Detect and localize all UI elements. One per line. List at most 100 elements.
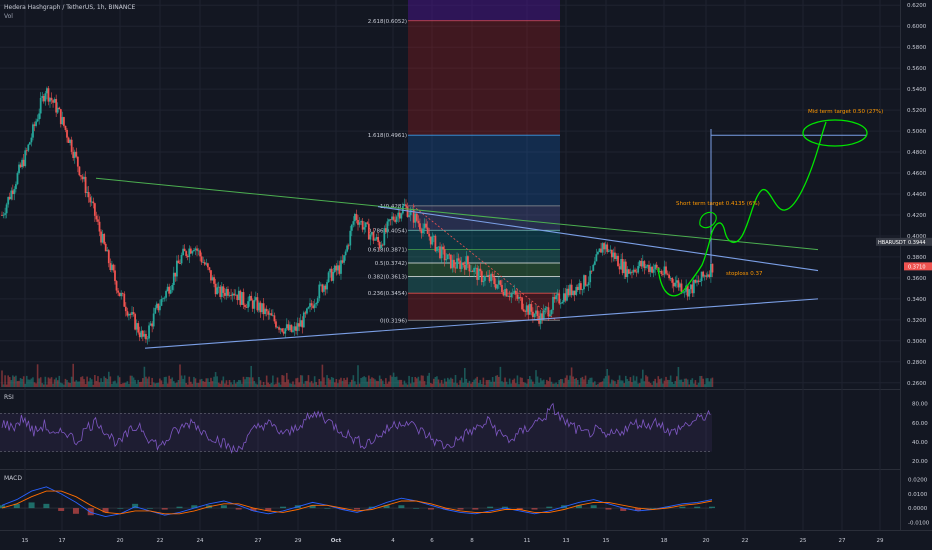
candle-body-181 <box>281 328 284 332</box>
candle-body-405 <box>627 269 630 274</box>
candle-body-118 <box>183 248 186 252</box>
volume-bar-445 <box>689 379 692 387</box>
volume-bar-69 <box>108 371 110 387</box>
macd-hist-36 <box>531 508 538 510</box>
trendline-blue-support <box>144 298 819 349</box>
candle-body-175 <box>271 315 274 317</box>
volume-bar-42 <box>66 380 68 387</box>
time-tick-19: 29 <box>877 538 884 544</box>
candle-body-208 <box>323 285 325 292</box>
volume-bar-78 <box>121 383 124 387</box>
volume-bar-421 <box>652 381 655 387</box>
candle-body-394 <box>610 249 613 258</box>
candle-body-349 <box>541 313 544 320</box>
volume-bar-455 <box>705 378 708 387</box>
candle-body-196 <box>304 312 307 314</box>
candle-body-347 <box>538 315 540 324</box>
volume-bar-43 <box>67 382 70 387</box>
volume-bar-223 <box>346 377 348 387</box>
volume-bar-368 <box>570 367 573 387</box>
candle-body-219 <box>340 260 342 274</box>
candle-body-289 <box>448 254 451 256</box>
candle-body-253 <box>392 216 395 220</box>
volume-bar-89 <box>138 382 141 387</box>
candle-body-244 <box>378 241 381 249</box>
candle-body-328 <box>508 296 511 298</box>
candle-body-317 <box>491 274 494 278</box>
candle-body-299 <box>463 264 466 270</box>
macd-hist-1 <box>13 503 20 509</box>
candle-body-198 <box>307 307 310 309</box>
trendlines[interactable] <box>95 128 867 349</box>
volume-bar-406 <box>629 377 632 387</box>
candle-body-375 <box>581 289 584 291</box>
candle-body-134 <box>208 267 211 271</box>
volume-bar-115 <box>179 364 181 387</box>
volume-bar-84 <box>131 375 133 387</box>
volume-bar-56 <box>87 381 90 387</box>
candle-body-225 <box>349 230 352 246</box>
candle-body-403 <box>624 261 627 278</box>
volume-bar-147 <box>228 380 231 387</box>
volume-bar-390 <box>604 376 607 387</box>
candle-body-91 <box>141 330 144 337</box>
candle-body-171 <box>265 308 268 312</box>
macd-hist-25 <box>368 506 375 509</box>
macd-label: MACD <box>4 475 22 482</box>
candle-body-226 <box>350 224 353 231</box>
candle-body-131 <box>203 262 206 265</box>
price-tag-symbol-bg <box>876 237 932 246</box>
price-axis[interactable]: 0.6200 0.6000 0.5800 0.5600 0.5400 0.5200 0.50… <box>876 3 932 387</box>
candle-body-93 <box>145 334 147 340</box>
volume-bar-134 <box>208 381 211 387</box>
volume-bar-188 <box>292 381 294 387</box>
candle-body-301 <box>466 256 469 265</box>
time-tick-10: 8 <box>470 538 474 544</box>
volume-bar-208 <box>323 377 325 387</box>
candle-body-193 <box>299 320 302 327</box>
volume-bar-179 <box>278 382 280 387</box>
candle-body-456 <box>706 274 709 277</box>
macd-hist-10 <box>146 508 153 509</box>
candle-body-156 <box>242 292 245 305</box>
volume-bar-91 <box>142 378 144 387</box>
volume-bar-298 <box>462 382 465 387</box>
candle-body-90 <box>140 330 143 338</box>
price-tick-14: 0.3400 <box>907 297 927 303</box>
projection-drawings[interactable] <box>657 119 868 297</box>
volume-bar-5 <box>8 377 11 387</box>
candle-body-45 <box>70 139 73 152</box>
candle-body-255 <box>395 216 398 222</box>
candle-body-227 <box>352 221 355 225</box>
volume-bar-140 <box>217 382 220 387</box>
volume-bar-341 <box>529 375 531 387</box>
volume-bar-340 <box>527 379 530 387</box>
candle-body-92 <box>143 334 146 337</box>
macd-hist-41 <box>605 508 612 510</box>
volume-bar-49 <box>77 381 79 387</box>
volume-bar-32 <box>50 377 53 387</box>
volume-bar-39 <box>61 383 64 387</box>
volume-bar-31 <box>49 378 51 387</box>
macd-signal-line <box>1 490 713 515</box>
candle-body-407 <box>631 271 633 273</box>
volume-bar-76 <box>118 377 121 387</box>
candle-body-100 <box>155 303 158 308</box>
macd-hist-30 <box>442 508 449 510</box>
volume-bar-96 <box>149 384 152 387</box>
volume-bar-381 <box>590 377 593 387</box>
candle-body-95 <box>148 325 150 339</box>
candle-body-206 <box>319 284 322 286</box>
volume-bar-70 <box>109 376 112 387</box>
volume-bar-254 <box>394 376 396 387</box>
time-axis[interactable]: 15 17 20 22 24 27 29 Oct 4 6 8 11 13 15 18 20 22 25 27 29 <box>22 538 884 544</box>
candle-body-248 <box>384 228 387 233</box>
volume-bar-205 <box>318 378 321 387</box>
volume-bar-66 <box>103 376 105 387</box>
fib-zone-2 <box>408 263 560 277</box>
candle-body-204 <box>316 298 319 304</box>
volume-bar-412 <box>638 383 641 387</box>
candle-body-116 <box>180 255 183 264</box>
time-tick-5: 27 <box>255 538 262 544</box>
